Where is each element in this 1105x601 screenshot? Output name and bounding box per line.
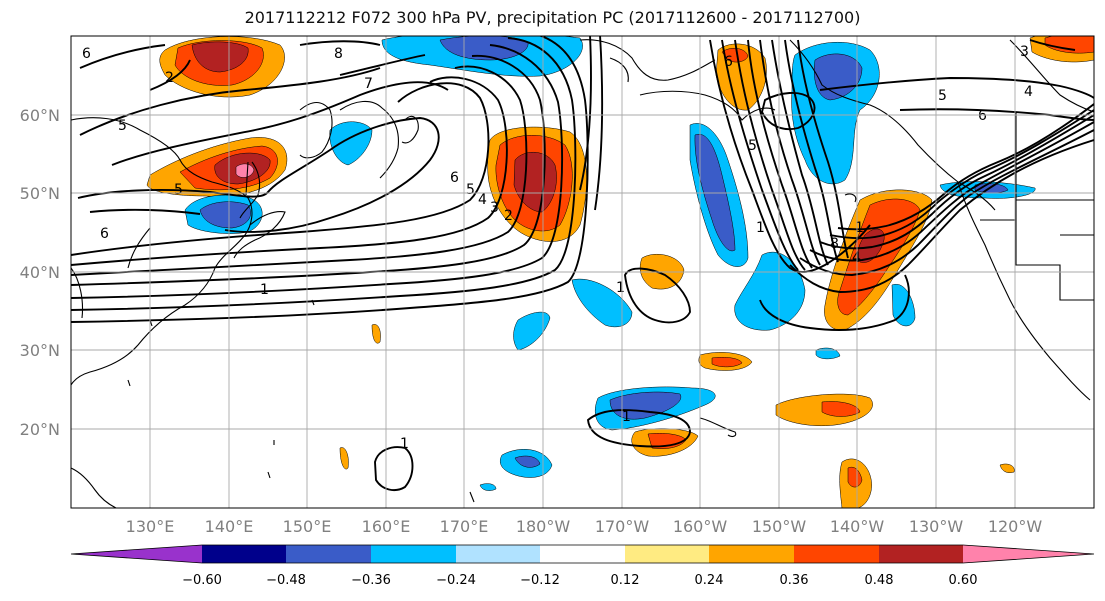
colorbar-tick-label: 0.36 <box>780 573 809 588</box>
contour-label: 6 <box>82 46 91 62</box>
colorbar-segment <box>371 545 456 563</box>
contour-label: 3 <box>1020 44 1029 60</box>
contour-label: 2 <box>504 208 513 224</box>
colorbar: −0.60 −0.48 −0.36 −0.24 −0.12 0.12 0.24 … <box>70 544 1095 588</box>
lon-label: 130°W <box>909 517 964 536</box>
lat-label: 60°N <box>20 106 60 125</box>
contour-label: 2 <box>165 70 174 86</box>
precip-anomalies <box>146 36 1094 508</box>
colorbar-segment <box>202 545 286 563</box>
lon-label: 150°E <box>283 517 332 536</box>
precip-positive-patch <box>711 356 743 368</box>
precip-positive-patch <box>235 163 255 178</box>
contour-label: 6 <box>724 54 733 70</box>
lat-label: 50°N <box>20 184 60 203</box>
colorbar-segment <box>794 545 879 563</box>
precip-negative-patch <box>439 36 529 61</box>
colorbar-segments <box>70 544 1095 564</box>
coastlines <box>71 39 1094 508</box>
pv-contour-labels: 6 2 8 7 5 5 6 1 6 5 4 3 2 1 6 5 4 5 6 3 … <box>82 44 1033 452</box>
precip-negative-patch <box>571 278 633 328</box>
contour-label: 5 <box>118 118 127 134</box>
contour-label: 4 <box>478 192 487 208</box>
contour-label: 5 <box>748 138 757 154</box>
lon-label: 160°E <box>362 517 411 536</box>
colorbar-segment <box>709 545 794 563</box>
contour-label: 5 <box>174 182 183 198</box>
contour-label: 6 <box>100 226 109 242</box>
contour-label: 1 <box>756 220 765 236</box>
pv-contours <box>71 36 1094 492</box>
lon-label: 140°W <box>830 517 885 536</box>
colorbar-tick-label: 0.12 <box>611 573 640 588</box>
lat-label: 40°N <box>20 263 60 282</box>
precip-positive-patch <box>847 466 863 488</box>
precip-negative-patch <box>815 347 841 360</box>
contour-label: 6 <box>978 108 987 124</box>
colorbar-segment <box>71 545 202 563</box>
gridlines <box>71 36 1094 508</box>
contour-label: 7 <box>364 76 373 92</box>
precip-positive-patch <box>999 463 1015 473</box>
precip-negative-patch <box>199 201 251 229</box>
contour-label: 1 <box>400 436 409 452</box>
lon-label: 120°W <box>988 517 1043 536</box>
lat-label: 30°N <box>20 341 60 360</box>
longitude-labels: 130°E 140°E 150°E 160°E 170°E 180°W 170°… <box>126 517 1043 536</box>
contour-label: 1 <box>855 220 864 236</box>
colorbar-tick-label: −0.12 <box>520 573 560 588</box>
colorbar-tick-label: 0.60 <box>949 573 978 588</box>
contour-label: 1 <box>622 409 631 425</box>
colorbar-segment <box>879 545 963 563</box>
contour-label: 5 <box>938 88 947 104</box>
colorbar-segment <box>286 545 371 563</box>
colorbar-tick-label: −0.36 <box>351 573 391 588</box>
contour-label: 8 <box>334 46 343 62</box>
latitude-labels: 60°N 50°N 40°N 30°N 20°N <box>20 106 60 439</box>
precip-positive-patch <box>339 447 349 470</box>
contour-label: 6 <box>450 170 459 186</box>
precip-positive-patch <box>721 48 749 63</box>
lon-label: 140°E <box>205 517 254 536</box>
contour-label: 1 <box>616 280 625 296</box>
contour-label: 4 <box>1024 84 1033 100</box>
precip-positive-patch <box>371 324 381 344</box>
precip-negative-patch <box>513 311 551 351</box>
lon-label: 130°E <box>126 517 175 536</box>
contour-label: 5 <box>466 182 475 198</box>
map-frame <box>70 35 1095 509</box>
colorbar-outline <box>70 544 1095 564</box>
precip-positive-patch <box>821 401 861 417</box>
colorbar-segment <box>456 545 540 563</box>
lat-label: 20°N <box>20 420 60 439</box>
precip-positive-patch <box>191 41 249 73</box>
contour-label: 8 <box>830 236 839 252</box>
contour-label: 1 <box>260 282 269 298</box>
lon-label: 150°W <box>752 517 807 536</box>
colorbar-segment <box>540 545 625 563</box>
colorbar-segment <box>963 545 1094 563</box>
contour-label: 3 <box>490 200 499 216</box>
lon-label: 170°E <box>440 517 489 536</box>
colorbar-segment <box>625 545 709 563</box>
map-panel: 6 2 8 7 5 5 6 1 6 5 4 3 2 1 6 5 4 5 6 3 … <box>71 36 1094 508</box>
colorbar-tick-label: 0.48 <box>865 573 894 588</box>
precip-negative-patch <box>609 391 682 420</box>
map-title: 2017112212 F072 300 hPa PV, precipitatio… <box>244 8 861 27</box>
colorbar-tick-label: −0.60 <box>182 573 222 588</box>
precip-negative-patch <box>514 455 541 468</box>
lon-label: 180°W <box>516 517 571 536</box>
colorbar-ticks: −0.60 −0.48 −0.36 −0.24 −0.12 0.12 0.24 … <box>182 573 977 588</box>
colorbar-tick-label: −0.24 <box>436 573 476 588</box>
contour-label: 4 <box>852 250 861 266</box>
lon-label: 170°W <box>595 517 650 536</box>
colorbar-tick-label: −0.48 <box>266 573 306 588</box>
precip-negative-patch <box>479 483 497 491</box>
precip-positive-patch <box>1044 36 1094 54</box>
colorbar-tick-label: 0.24 <box>695 573 724 588</box>
lon-label: 160°W <box>673 517 728 536</box>
